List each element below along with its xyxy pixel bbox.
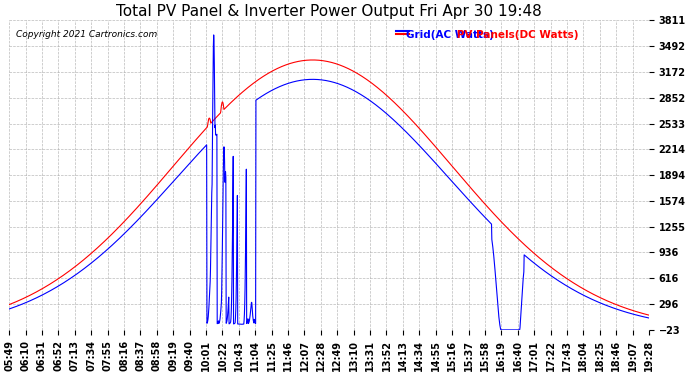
PV Panels(DC Watts): [308, 58, 317, 62]
PV Panels(DC Watts): [645, 313, 653, 317]
Grid(AC Watts): [509, 328, 518, 332]
Text: PV Panels(DC Watts): PV Panels(DC Watts): [406, 30, 578, 40]
Title: Total PV Panel & Inverter Power Output Fri Apr 30 19:48: Total PV Panel & Inverter Power Output F…: [116, 4, 542, 19]
PV Panels(DC Watts): [299, 58, 308, 63]
PV Panels(DC Watts): [627, 308, 635, 312]
Text: Grid(AC Watts): Grid(AC Watts): [406, 30, 494, 40]
Grid(AC Watts): [5, 307, 13, 311]
PV Panels(DC Watts): [317, 58, 325, 63]
PV Panels(DC Watts): [627, 308, 635, 312]
Grid(AC Watts): [627, 311, 635, 316]
Grid(AC Watts): [645, 316, 653, 320]
PV Panels(DC Watts): [38, 287, 46, 291]
Grid(AC Watts): [299, 78, 308, 82]
Grid(AC Watts): [497, 328, 505, 332]
Grid(AC Watts): [627, 311, 635, 316]
PV Panels(DC Watts): [5, 302, 13, 307]
Line: Grid(AC Watts): Grid(AC Watts): [9, 35, 649, 330]
PV Panels(DC Watts): [509, 232, 518, 236]
Grid(AC Watts): [317, 78, 325, 82]
Line: PV Panels(DC Watts): PV Panels(DC Watts): [9, 60, 649, 315]
Grid(AC Watts): [38, 293, 46, 297]
Grid(AC Watts): [210, 33, 218, 37]
Text: Copyright 2021 Cartronics.com: Copyright 2021 Cartronics.com: [16, 30, 157, 39]
